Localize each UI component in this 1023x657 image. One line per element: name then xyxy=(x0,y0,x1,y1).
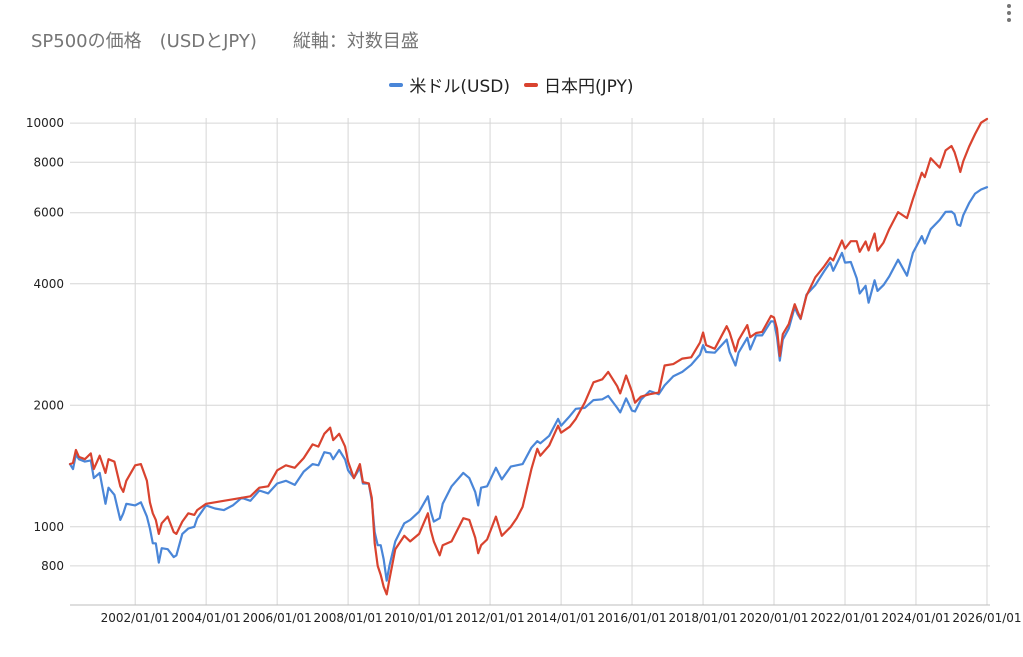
y-tick-label: 1000 xyxy=(33,520,64,534)
y-tick-label: 4000 xyxy=(33,277,64,291)
x-tick-label: 2012/01/01 xyxy=(455,611,524,625)
x-tick-label: 2016/01/01 xyxy=(597,611,666,625)
x-tick-label: 2002/01/01 xyxy=(101,611,170,625)
x-tick-label: 2014/01/01 xyxy=(527,611,596,625)
x-tick-label: 2010/01/01 xyxy=(385,611,454,625)
more-vert-icon[interactable] xyxy=(1002,2,1016,24)
chart-title: SP500の価格 (USDとJPY) 縦軸：対数目盛 xyxy=(31,31,419,52)
gridlines xyxy=(70,118,990,606)
x-tick-label: 2020/01/01 xyxy=(739,611,808,625)
series-line-jpy[interactable] xyxy=(68,117,989,596)
x-tick-label: 2022/01/01 xyxy=(810,611,879,625)
x-tick-label: 2026/01/01 xyxy=(952,611,1021,625)
series-lines xyxy=(68,117,989,596)
legend-swatch-jpy xyxy=(524,82,539,87)
x-tick-label: 2024/01/01 xyxy=(881,611,950,625)
legend-swatch-usd xyxy=(389,82,404,87)
legend-item-usd[interactable]: 米ドル(USD) xyxy=(389,72,510,97)
legend-label-usd: 米ドル(USD) xyxy=(409,77,511,97)
x-tick-label: 2006/01/01 xyxy=(243,611,312,625)
y-tick-label: 2000 xyxy=(33,398,64,412)
y-tick-label: 6000 xyxy=(33,206,64,220)
x-tick-label: 2018/01/01 xyxy=(668,611,737,625)
y-tick-label: 8000 xyxy=(33,155,64,169)
legend-label-jpy: 日本円(JPY) xyxy=(544,77,634,97)
series-line-usd[interactable] xyxy=(68,186,989,582)
y-tick-label: 10000 xyxy=(26,116,64,130)
x-tick-label: 2008/01/01 xyxy=(314,611,383,625)
y-tick-label: 800 xyxy=(41,559,64,573)
legend-item-jpy[interactable]: 日本円(JPY) xyxy=(524,72,634,97)
x-tick-label: 2004/01/01 xyxy=(172,611,241,625)
chart-legend: 米ドル(USD) 日本円(JPY) xyxy=(0,72,1023,97)
